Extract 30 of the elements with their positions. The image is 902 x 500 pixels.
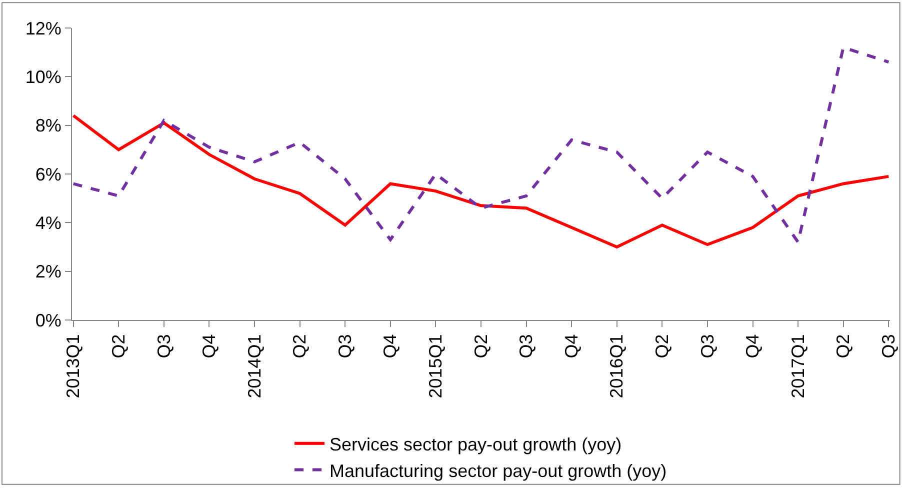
x-tick-label: Q2 [108, 334, 128, 358]
y-tick-label: 0% [35, 310, 62, 330]
x-tick-label: Q4 [380, 334, 400, 358]
x-tick-label: 2017Q1 [788, 334, 808, 398]
x-tick-label: Q3 [878, 334, 898, 358]
line-series [72, 46, 890, 244]
legend-label: Manufacturing sector pay-out growth (yoy) [330, 460, 667, 481]
x-tick-label: 2015Q1 [426, 334, 446, 398]
x-tick-label: Q3 [516, 334, 536, 358]
x-tick-label: 2013Q1 [63, 334, 84, 398]
x-tick-label: Q4 [199, 334, 220, 358]
y-tick-label: 4% [35, 212, 62, 233]
y-tick-label: 6% [35, 164, 62, 184]
x-tick-label: Q4 [561, 334, 582, 358]
x-tick-label: 2016Q1 [606, 334, 627, 398]
x-tick-label: Q2 [470, 334, 491, 358]
x-tick-label: Q2 [290, 334, 310, 358]
x-tick-label: Q2 [652, 334, 672, 358]
x-tick-label: Q3 [154, 334, 174, 358]
line-series [72, 114, 890, 248]
y-tick-label: 10% [25, 66, 62, 87]
x-tick-label: Q4 [742, 334, 763, 358]
y-tick-label: 2% [35, 262, 62, 282]
x-tick-label: Q2 [833, 334, 854, 358]
y-tick-label: 8% [35, 116, 62, 136]
legend-label: Services sector pay-out growth (yoy) [330, 434, 622, 454]
x-tick-label: 2014Q1 [244, 334, 264, 398]
x-tick-label: Q3 [697, 334, 718, 358]
x-tick-label: Q3 [334, 334, 355, 358]
y-tick-label: 12% [25, 18, 62, 38]
